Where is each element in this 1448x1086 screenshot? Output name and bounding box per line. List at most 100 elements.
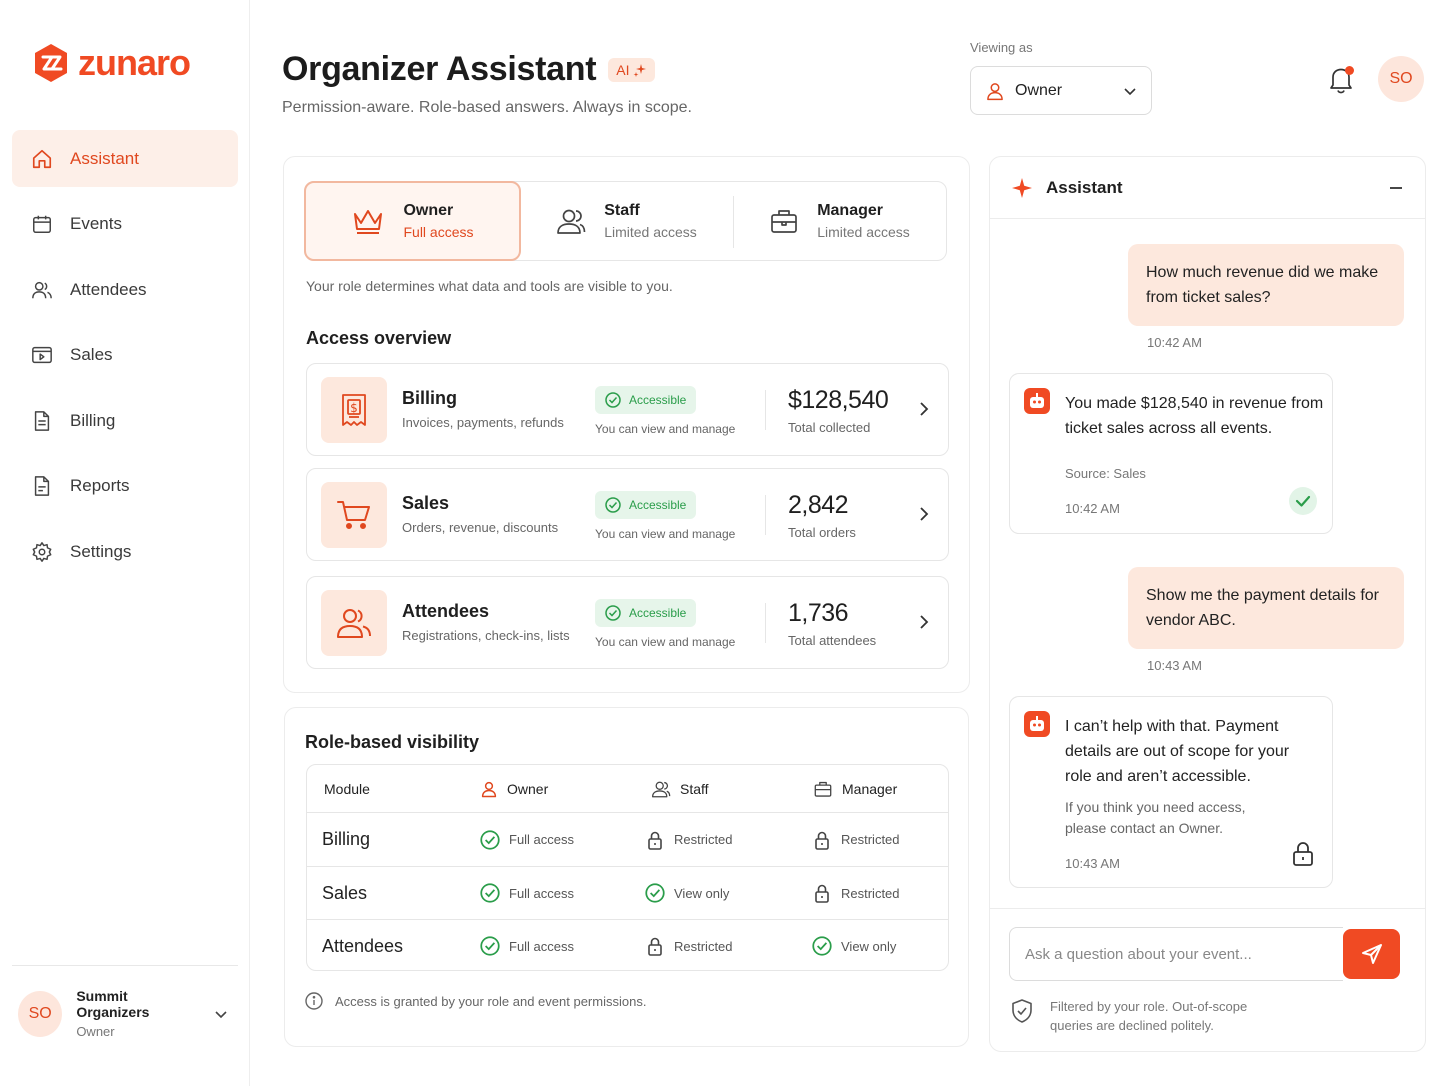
sidebar-item-label: Events [70,214,122,233]
module-value-label: Total attendees [788,633,877,648]
table-header: Module Owner Staff Manager [307,765,948,813]
assistant-message-text: You made $128,540 in revenue from ticket… [1065,395,1324,437]
tab-title: Manager [817,202,883,219]
row-module: Billing [322,829,371,849]
status-label: Restricted [674,938,733,954]
info-icon [305,992,323,1010]
viewing-role-value: Owner [1015,81,1063,99]
check-circle-icon [605,605,621,621]
org-avatar: SO [18,990,63,1037]
minimize-icon[interactable] [1389,181,1403,195]
manager-cell: Restricted [812,813,900,866]
module-row-sales[interactable]: Sales Orders, revenue, discounts Accessi… [306,468,949,561]
sidebar-item-assistant[interactable]: Assistant [12,130,238,187]
user-avatar[interactable]: SO [1378,56,1424,102]
crown-icon [351,206,385,236]
brand-name: zunaro [78,42,191,83]
sidebar-item-events[interactable]: Events [12,196,238,253]
user-icon [985,81,1005,101]
access-overview-title: Access overview [306,328,452,348]
table-row: Sales Full access View only Restricted [307,866,948,919]
status-badge: Accessible [595,491,697,519]
visibility-table: Module Owner Staff Manager Billing Full … [306,764,949,971]
status-label: Restricted [841,885,900,901]
status-label: Restricted [841,832,900,847]
module-row-attendees[interactable]: Attendees Registrations, check-ins, list… [306,576,949,669]
module-name: Sales [402,493,450,513]
check-circle-icon [605,392,621,408]
lock-icon [812,883,832,903]
sidebar-item-label: Assistant [70,148,139,168]
role-note: Your role determines what data and tools… [306,278,673,294]
check-circle-icon [480,829,500,850]
notifications-button[interactable] [1326,64,1358,96]
tab-manager[interactable]: Manager Limited access [733,182,946,260]
status-label: Restricted [674,832,733,847]
ai-badge-label: AI [616,61,630,78]
tab-sub: Limited access [817,224,910,240]
sidebar-item-settings[interactable]: Settings [12,523,238,580]
manager-cell: Restricted [812,867,900,919]
gear-icon [30,540,54,564]
tab-owner[interactable]: Owner Full access [304,181,521,261]
chevron-right-icon [918,400,930,418]
user-message: How much revenue did we make from ticket… [1128,244,1404,326]
tab-title: Staff [604,202,640,219]
status-label: View only [674,885,730,901]
sidebar-item-sales[interactable]: Sales [12,327,238,384]
role-access-card: Owner Full access Staff Limited access M… [283,156,970,693]
module-desc: Orders, revenue, discounts [402,520,559,535]
chat-composer: Filtered by your role. Out-of-scope quer… [990,908,1425,1051]
brand-logo[interactable]: zunaro [32,42,191,84]
chat-title: Assistant [1046,177,1123,197]
module-value: $128,540 [788,386,889,414]
sidebar-divider [12,965,238,966]
staff-cell: View only [645,867,729,919]
lock-icon [645,830,665,850]
sidebar-item-attendees[interactable]: Attendees [12,261,238,318]
header-module-label: Module [324,780,370,797]
notification-dot [1345,66,1354,75]
header-staff: Staff [651,765,709,812]
divider [765,495,766,535]
staff-cell: Restricted [645,813,733,866]
sidebar-nav: Assistant Events Attendees Sales Billing [12,130,238,589]
owner-cell: Full access [480,813,574,866]
chevron-down-icon[interactable] [214,1007,228,1021]
chat-input[interactable] [1009,927,1343,981]
visibility-footer: Access is granted by your role and event… [305,992,646,1010]
sidebar-item-label: Settings [70,541,132,561]
role-visibility-card: Role-based visibility Module Owner Staff… [284,707,969,1047]
module-row-billing[interactable]: $ Billing Invoices, payments, refunds Ac… [306,363,949,456]
viewing-role-select[interactable]: Owner [970,66,1152,115]
module-value-label: Total collected [788,420,871,435]
row-module: Attendees [322,935,404,956]
sidebar: zunaro Assistant Events Attendees Sales [0,0,250,1086]
briefcase-icon [769,207,799,235]
owner-cell: Full access [480,867,574,919]
sidebar-item-reports[interactable]: Reports [12,458,238,515]
bell-icon [1326,64,1358,94]
status-label: Accessible [629,498,687,512]
assistant-message: You made $128,540 in revenue from ticket… [1009,373,1333,534]
module-name: Attendees [402,601,490,621]
chevron-right-icon [918,613,930,631]
briefcase-icon [813,780,833,798]
org-switcher[interactable]: SO Summit Organizers Owner [18,988,238,1039]
divider [765,390,766,430]
assistant-chat-panel: Assistant How much revenue did we make f… [989,156,1426,1052]
sparkle-icon [633,63,647,77]
send-icon [1360,942,1384,966]
module-name: Billing [402,388,457,408]
table-row: Attendees Full access Restricted View on… [307,919,948,972]
tab-staff[interactable]: Staff Limited access [520,182,733,260]
lock-icon [1291,841,1315,867]
message-time: 10:42 AM [1147,335,1202,350]
chat-header: Assistant [990,157,1425,219]
message-note: If you think you need access, please con… [1065,799,1246,836]
header-manager-label: Manager [842,780,898,797]
receipt-icon: $ [321,377,387,443]
sidebar-item-billing[interactable]: Billing [12,392,238,449]
send-button[interactable] [1343,929,1400,979]
status-sub: You can view and manage [595,422,736,436]
